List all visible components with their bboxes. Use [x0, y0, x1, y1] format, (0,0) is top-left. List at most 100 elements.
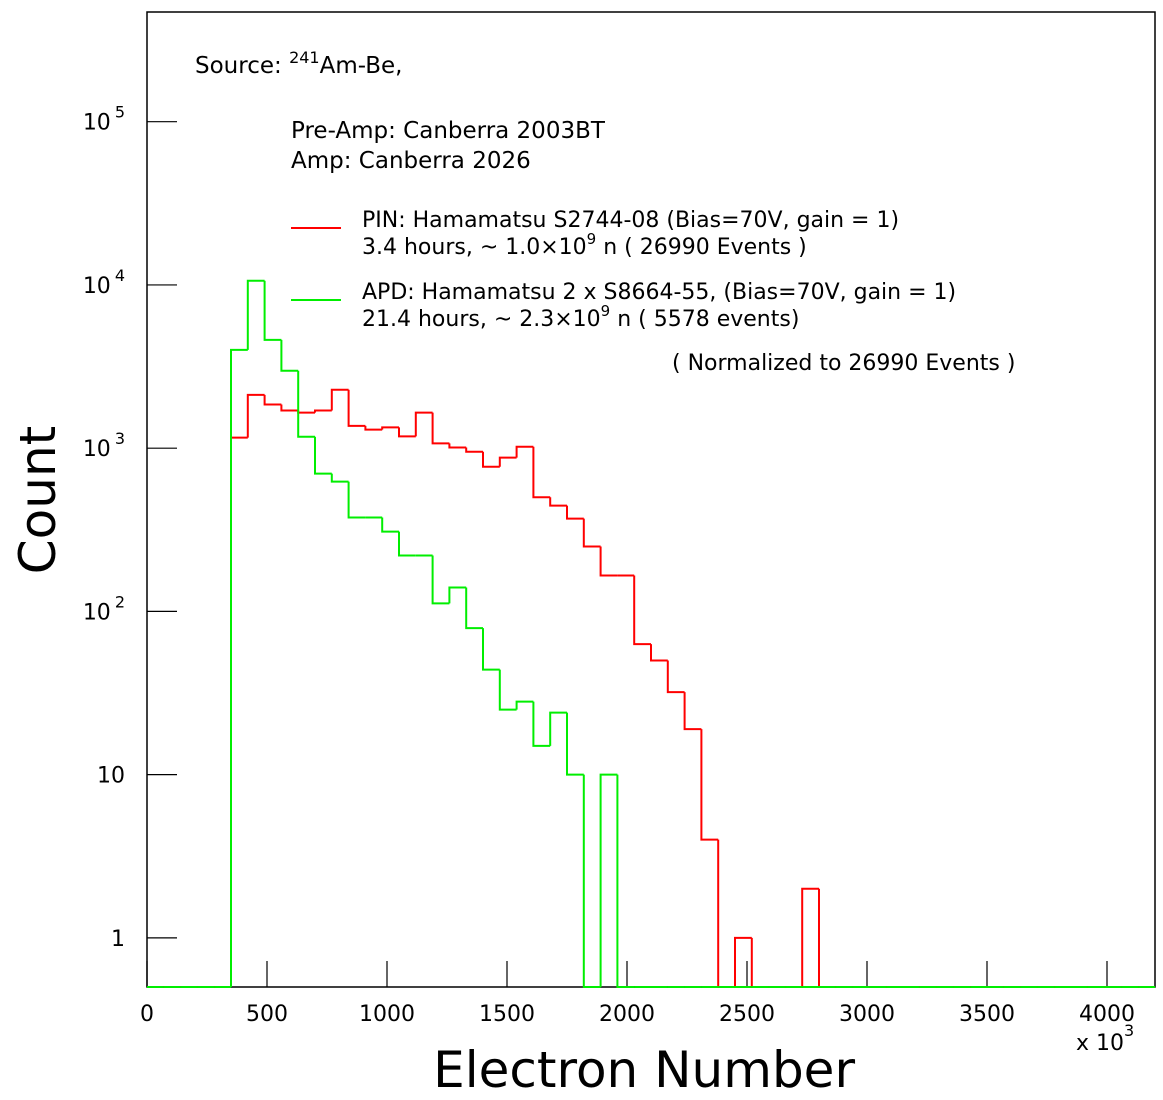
histogram-bin — [498, 669, 517, 711]
x-tick-label: 500 — [246, 1002, 288, 1027]
histogram-bin — [246, 393, 265, 438]
histogram-bin — [599, 773, 618, 987]
superscript: 3 — [1124, 1021, 1134, 1040]
histogram-bin — [566, 505, 584, 520]
y-axis-label: Count — [9, 426, 67, 575]
histogram-bin — [717, 839, 735, 988]
amp-note: Amp: Canberra 2026 — [291, 148, 531, 174]
histogram-bin — [515, 700, 534, 710]
histogram-bin — [582, 518, 601, 548]
superscript: 9 — [601, 302, 611, 320]
histogram-bin — [700, 729, 719, 841]
histogram-bin — [414, 411, 433, 437]
histogram-bin — [582, 774, 601, 988]
superscript: 241 — [289, 48, 320, 67]
histogram-bin — [330, 388, 349, 411]
histogram-bin — [314, 436, 332, 475]
histogram-bin — [297, 410, 315, 414]
tick-power: 5 — [115, 103, 125, 122]
tick-power: 2 — [115, 592, 125, 611]
histogram-bin — [566, 712, 584, 776]
source-note: Source: 241Am-Be, — [195, 48, 402, 79]
y-tick-label: 1 — [111, 927, 125, 952]
normalization-note: ( Normalized to 26990 Events ) — [672, 351, 1015, 376]
x-axis-label: Electron Number — [433, 1041, 855, 1096]
text: Source: — [195, 53, 289, 79]
histogram-bin — [482, 451, 500, 468]
histogram-bin — [448, 586, 467, 604]
histogram-bin — [532, 446, 551, 499]
histogram-bin — [347, 389, 366, 427]
legend-label: PIN: Hamamatsu S2744-08 (Bias=70V, gain … — [362, 208, 899, 233]
histogram-bin — [431, 412, 450, 445]
histogram-bin — [650, 644, 668, 662]
x-tick-label: 1000 — [359, 1002, 415, 1027]
tick-base: 10 — [83, 111, 111, 136]
text: 3.4 hours, ~ 1.0×10 — [362, 235, 587, 260]
x-tick-label: 0 — [140, 1002, 154, 1027]
histogram-bin — [599, 546, 618, 577]
histogram-bin — [801, 887, 819, 987]
histogram-bin — [431, 555, 450, 605]
histogram-bin — [297, 370, 315, 438]
histogram-bin — [532, 701, 551, 747]
histogram-bin — [381, 517, 399, 533]
legend-detail: 21.4 hours, ~ 2.3×109 n ( 5578 events) — [362, 302, 799, 332]
histogram-bin — [734, 936, 752, 987]
histogram-bin — [515, 445, 534, 458]
tick-base: 10 — [97, 764, 125, 789]
superscript: 9 — [587, 230, 597, 248]
tick-base: 10 — [83, 600, 111, 625]
histogram-bin — [280, 339, 299, 372]
histogram-bin — [330, 473, 349, 483]
histogram-bin — [666, 660, 685, 694]
x-tick-label: 2000 — [599, 1002, 655, 1027]
x-tick-label: 3500 — [959, 1002, 1015, 1027]
histogram-bin — [263, 280, 282, 341]
series — [147, 279, 1155, 988]
histogram-bin — [448, 443, 467, 449]
histogram-bin — [633, 575, 651, 646]
x-tick-label: 1500 — [479, 1002, 535, 1027]
histogram-bin — [280, 404, 299, 412]
x-tick-label: 4000 — [1079, 1002, 1135, 1027]
histogram-bin — [230, 348, 248, 987]
tick-base: 1 — [111, 927, 125, 952]
text: n ( 5578 events) — [610, 307, 799, 332]
preamp-note: Pre-Amp: Canberra 2003BT — [291, 118, 606, 144]
y-tick-label: 10 3 — [83, 429, 125, 462]
histogram-bin — [818, 888, 836, 988]
histogram-bin — [364, 425, 383, 431]
histogram-bin — [750, 937, 769, 988]
histogram-bin — [347, 481, 366, 519]
x-tick-label: 3000 — [839, 1002, 895, 1027]
y-tick-label: 10 — [97, 764, 125, 789]
tick-power: 4 — [115, 266, 125, 285]
y-tick-label: 10 2 — [83, 592, 125, 625]
histogram-bin — [398, 531, 416, 557]
histogram-bin — [263, 394, 282, 406]
histogram-bin — [549, 711, 567, 746]
x-multiplier: x 103 — [1076, 1021, 1134, 1056]
y-tick-label: 10 5 — [83, 103, 125, 136]
histogram-bin — [246, 279, 265, 350]
histogram-bin — [381, 426, 399, 430]
histogram-bin — [465, 587, 483, 630]
histogram-bin — [498, 456, 517, 467]
histogram-bin — [549, 497, 567, 507]
legend-label: APD: Hamamatsu 2 x S8664-55, (Bias=70V, … — [362, 280, 956, 305]
text: x 10 — [1076, 1031, 1124, 1056]
tick-base: 10 — [83, 437, 111, 462]
tick-base: 10 — [83, 274, 111, 299]
histogram-bin — [482, 628, 500, 671]
y-tick-label: 10 4 — [83, 266, 125, 299]
x-tick-label: 2500 — [719, 1002, 775, 1027]
histogram-bin — [230, 436, 248, 987]
histogram-bin — [398, 427, 416, 438]
text: 21.4 hours, ~ 2.3×10 — [362, 307, 601, 332]
text: n ( 26990 Events ) — [596, 235, 807, 260]
histogram-bin — [683, 692, 702, 731]
text: Am-Be, — [320, 53, 403, 79]
histogram-bin — [314, 409, 332, 413]
